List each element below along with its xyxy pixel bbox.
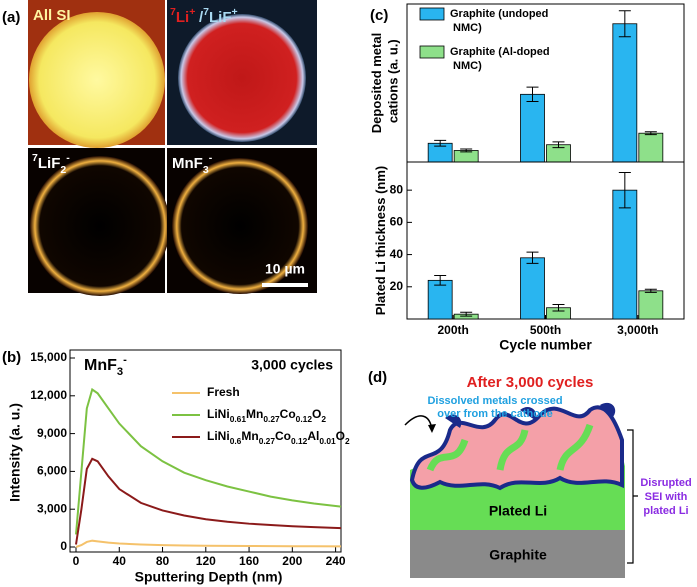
plot-frame bbox=[69, 349, 342, 553]
error-bar bbox=[460, 311, 473, 317]
y-tick-label: 40 bbox=[390, 247, 404, 261]
legend-label: Graphite (undoped NMC) bbox=[450, 8, 548, 34]
graphite-layer bbox=[410, 530, 625, 578]
annotation: 3,000 cycles bbox=[251, 357, 333, 373]
x-axis-label: Sputtering Depth (nm) bbox=[135, 569, 283, 585]
bracket-label: plated Li bbox=[643, 505, 688, 517]
y-tick-label: 9,000 bbox=[37, 426, 67, 440]
diagram-note: over from the cathode bbox=[437, 408, 553, 420]
error-bar bbox=[460, 148, 473, 153]
bar bbox=[612, 189, 638, 320]
y-axis-label: Intensity (a. u.) bbox=[7, 403, 23, 502]
particle bbox=[29, 12, 165, 148]
arrowhead bbox=[428, 424, 436, 433]
particle bbox=[172, 158, 308, 294]
image-label: /7LiF+ bbox=[199, 6, 238, 26]
scale-bar-label: 10 µm bbox=[265, 261, 305, 277]
particle bbox=[178, 14, 306, 142]
bar bbox=[638, 290, 664, 320]
y-axis-label: Plated Li thickness (nm) bbox=[373, 166, 388, 316]
y-tick-label: 0 bbox=[60, 539, 67, 553]
x-tick-label: 3,000th bbox=[617, 323, 658, 337]
y-tick-label: 3,000 bbox=[37, 501, 67, 515]
error-bar bbox=[618, 10, 631, 38]
bar bbox=[612, 23, 638, 163]
metal-deposits bbox=[445, 402, 616, 428]
y-tick-label: 60 bbox=[390, 215, 404, 229]
sei-diagram bbox=[404, 402, 638, 578]
line-series bbox=[75, 457, 342, 545]
legend-swatch bbox=[419, 7, 445, 21]
bar bbox=[638, 132, 664, 163]
legend-swatch bbox=[419, 45, 445, 59]
x-tick-label: 160 bbox=[239, 554, 259, 568]
y-axis-label: Deposited metal cations (a. u.) bbox=[369, 33, 400, 133]
x-tick-label: 500th bbox=[530, 323, 561, 337]
layer-label: Plated Li bbox=[489, 503, 547, 519]
error-bar bbox=[552, 141, 565, 149]
li-dendrites bbox=[426, 423, 594, 472]
x-tick-label: 0 bbox=[73, 554, 80, 568]
error-bar bbox=[434, 139, 447, 147]
y-tick-label: 20 bbox=[390, 279, 404, 293]
y-tick-label: 15,000 bbox=[30, 350, 67, 364]
error-bar bbox=[434, 275, 447, 286]
error-bar bbox=[644, 131, 657, 136]
panel-label: (c) bbox=[370, 7, 388, 24]
error-bar bbox=[526, 86, 539, 103]
microscopy-images bbox=[28, 0, 317, 296]
bar bbox=[520, 257, 545, 320]
diagram-title: After 3,000 cycles bbox=[467, 374, 594, 391]
legend-label: LiNi0.6Mn0.27Co0.12Al0.01O2 bbox=[207, 429, 350, 446]
error-bar bbox=[644, 288, 657, 293]
image-label: All SI bbox=[33, 7, 71, 24]
legend-label: Graphite (Al-doped NMC) bbox=[450, 46, 550, 72]
line-series bbox=[75, 539, 342, 548]
error-bar bbox=[618, 171, 631, 209]
scale-bar bbox=[262, 283, 308, 287]
panel-label: (a) bbox=[2, 9, 20, 26]
layer-label: Graphite bbox=[489, 547, 547, 563]
panel-label: (d) bbox=[368, 369, 387, 386]
bracket-label: Disrupted bbox=[640, 477, 691, 489]
arrow bbox=[404, 415, 433, 431]
y-tick-label: 80 bbox=[390, 182, 404, 196]
image-label: 7Li+ bbox=[170, 6, 195, 26]
bar bbox=[427, 279, 453, 320]
bracket bbox=[627, 429, 638, 564]
y-tick-label: 12,000 bbox=[30, 388, 67, 402]
bracket-label: SEI with bbox=[645, 491, 688, 503]
x-tick-label: 200 bbox=[282, 554, 302, 568]
x-tick-label: 40 bbox=[113, 554, 127, 568]
image-label: MnF3- bbox=[172, 152, 213, 176]
x-tick-label: 240 bbox=[326, 554, 346, 568]
image-label: 7LiF2- bbox=[32, 152, 70, 176]
x-tick-label: 120 bbox=[196, 554, 216, 568]
x-axis-label: Cycle number bbox=[499, 337, 592, 353]
diagram-note: Dissolved metals crossed bbox=[427, 395, 562, 407]
chart-title: MnF3- bbox=[84, 354, 127, 378]
x-tick-label: 80 bbox=[156, 554, 170, 568]
error-bar bbox=[526, 251, 539, 264]
x-tick-label: 200th bbox=[437, 323, 468, 337]
line-series bbox=[75, 387, 342, 535]
panel-label: (b) bbox=[2, 349, 21, 366]
bar bbox=[520, 93, 545, 163]
legend-label: LiNi0.61Mn0.27Co0.12O2 bbox=[207, 407, 326, 424]
y-tick-label: 6,000 bbox=[37, 464, 67, 478]
legend-label: Fresh bbox=[207, 385, 240, 399]
particle bbox=[30, 156, 170, 296]
error-bar bbox=[552, 304, 565, 312]
